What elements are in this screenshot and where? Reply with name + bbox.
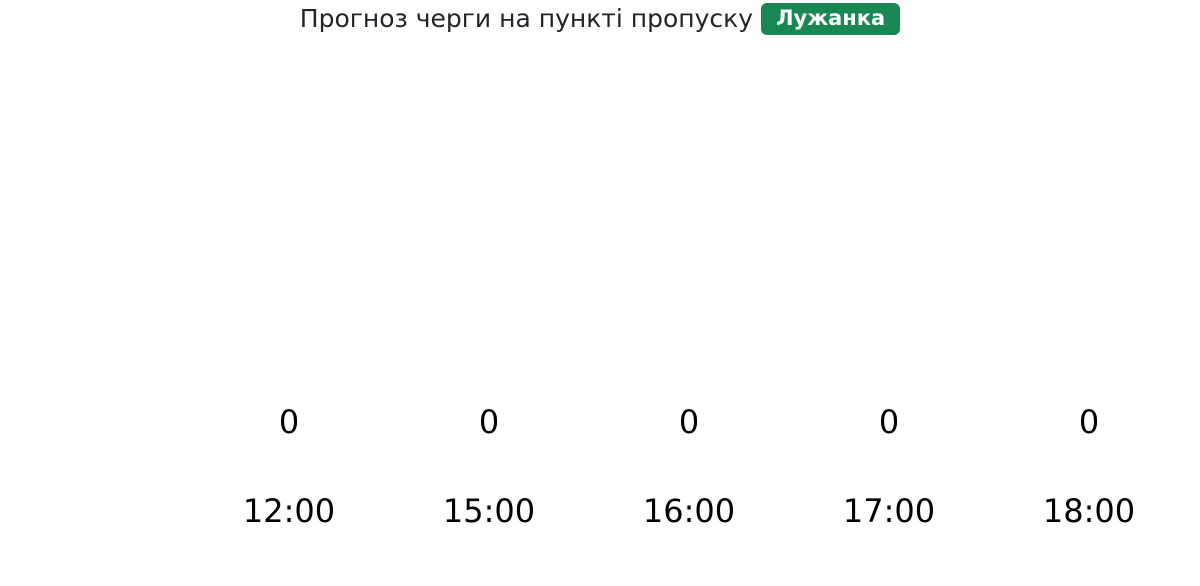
- bar-value-label: 0: [878, 403, 900, 441]
- x-axis-tick-label: 16:00: [642, 492, 736, 530]
- bar-value-label: 0: [1078, 403, 1100, 441]
- plot-area: [189, 55, 1189, 535]
- bar-value-label: 0: [678, 403, 700, 441]
- checkpoint-badge: Лужанка: [761, 2, 901, 35]
- chart-header: Прогноз черги на пункті пропуску Лужанка: [0, 0, 1200, 37]
- bar-value-label: 0: [478, 403, 500, 441]
- x-axis-tick-label: 12:00: [242, 492, 336, 530]
- chart-title: Прогноз черги на пункті пропуску: [299, 3, 754, 33]
- x-axis-tick-label: 17:00: [842, 492, 936, 530]
- x-axis-labels-row: 12:00 15:00 16:00 17:00 18:00: [189, 495, 1189, 527]
- x-axis-tick-label: 15:00: [442, 492, 536, 530]
- x-axis-tick-label: 18:00: [1042, 492, 1136, 530]
- bar-value-label: 0: [278, 403, 300, 441]
- bar-value-labels-row: 0 0 0 0 0: [189, 406, 1189, 438]
